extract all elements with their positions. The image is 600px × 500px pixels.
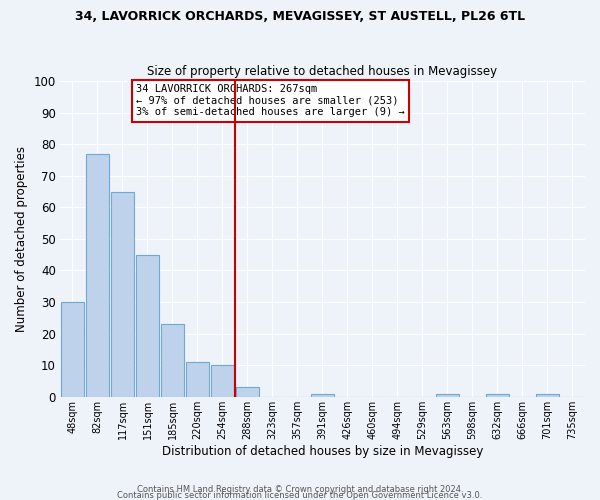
Bar <box>86 154 109 397</box>
Bar <box>111 192 134 397</box>
Bar <box>136 254 159 397</box>
Text: Contains HM Land Registry data © Crown copyright and database right 2024.: Contains HM Land Registry data © Crown c… <box>137 485 463 494</box>
Bar <box>161 324 184 397</box>
Text: 34 LAVORRICK ORCHARDS: 267sqm
← 97% of detached houses are smaller (253)
3% of s: 34 LAVORRICK ORCHARDS: 267sqm ← 97% of d… <box>136 84 405 117</box>
Bar <box>311 394 334 397</box>
Bar <box>186 362 209 397</box>
Bar <box>436 394 459 397</box>
Bar <box>486 394 509 397</box>
Bar <box>536 394 559 397</box>
Y-axis label: Number of detached properties: Number of detached properties <box>15 146 28 332</box>
Text: Contains public sector information licensed under the Open Government Licence v3: Contains public sector information licen… <box>118 491 482 500</box>
Bar <box>61 302 84 397</box>
Bar <box>236 388 259 397</box>
Text: 34, LAVORRICK ORCHARDS, MEVAGISSEY, ST AUSTELL, PL26 6TL: 34, LAVORRICK ORCHARDS, MEVAGISSEY, ST A… <box>75 10 525 23</box>
Title: Size of property relative to detached houses in Mevagissey: Size of property relative to detached ho… <box>148 66 497 78</box>
Bar <box>211 365 234 397</box>
X-axis label: Distribution of detached houses by size in Mevagissey: Distribution of detached houses by size … <box>162 444 483 458</box>
